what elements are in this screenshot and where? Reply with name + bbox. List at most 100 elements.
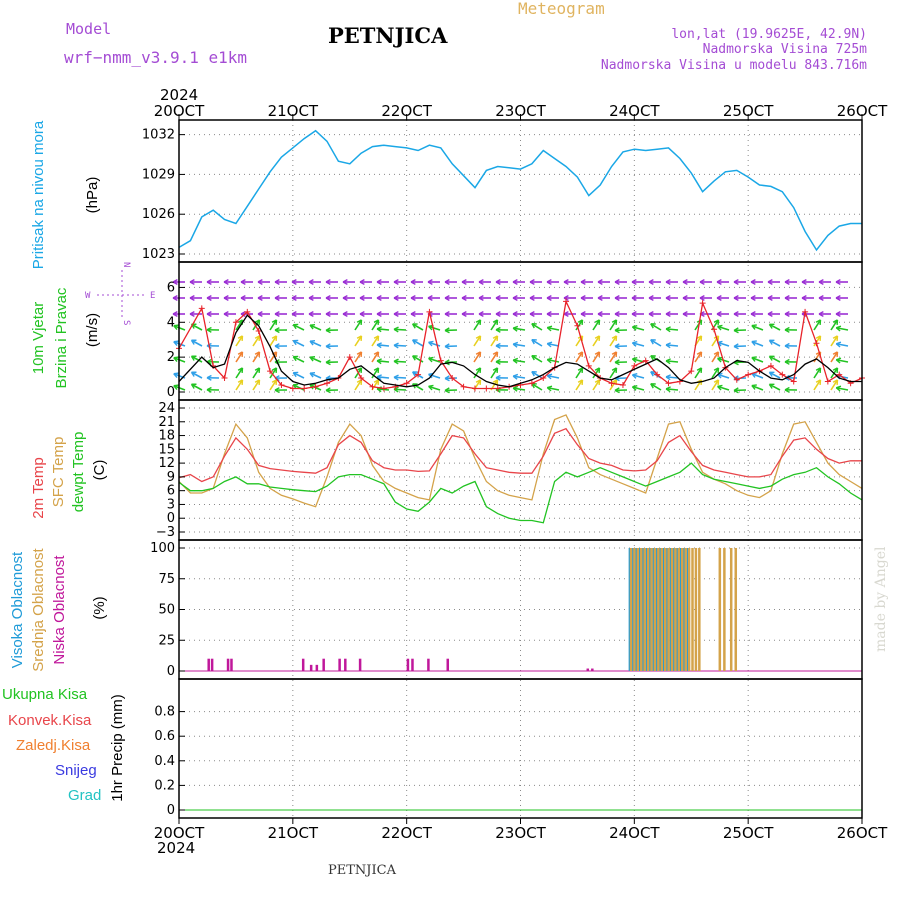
- wind-arrow-head: [546, 357, 553, 364]
- mid-cloud-bar: [663, 548, 667, 671]
- wind-gust-marker: [437, 357, 444, 364]
- wind-arrow: [531, 338, 543, 347]
- temp-ylabel-1: 2m Temp: [30, 457, 47, 518]
- wind-arrow: [269, 319, 278, 331]
- wind-arrow-head: [373, 379, 380, 385]
- wind-arrow-head: [631, 278, 637, 286]
- wind-arrow-head: [495, 294, 501, 302]
- wind-arrow-head: [750, 310, 756, 318]
- wind-arrow-head: [376, 278, 382, 286]
- wind-arrow: [751, 324, 764, 331]
- cloud-ylabel-1: Visoka Oblacnost: [9, 551, 26, 668]
- wind-arrow-head: [274, 278, 280, 286]
- wind-arrow-head: [815, 319, 822, 325]
- wind-arrow-head: [614, 278, 620, 286]
- wind-arrow: [371, 351, 380, 363]
- wind-arrow: [547, 386, 560, 391]
- wind-gust-marker: [802, 308, 809, 315]
- wind-arrow: [235, 319, 244, 331]
- wind-arrow-head: [475, 351, 482, 357]
- wind-arrow: [751, 340, 764, 347]
- wind-arrow-head: [648, 278, 654, 286]
- wind-arrow: [393, 328, 407, 331]
- wind-gust-marker: [665, 380, 672, 387]
- wind-arrow-head: [393, 326, 399, 333]
- x-tick-label-top: 20OCT: [154, 102, 205, 120]
- mid-cloud-bar: [646, 548, 650, 671]
- credit-label: made by Angel: [873, 546, 889, 652]
- wind-arrow-head: [611, 319, 618, 325]
- wind-arrow-head: [478, 310, 484, 318]
- wind-arrow: [665, 360, 679, 363]
- wind-arrow-head: [173, 384, 179, 390]
- wind-arrow-head: [172, 310, 178, 318]
- wind-arrow: [371, 335, 380, 347]
- wind-arrow: [711, 335, 720, 347]
- mid-cloud-bar: [734, 548, 738, 671]
- x-tick-label-top: 24OCT: [609, 102, 660, 120]
- wind-arrow-head: [292, 323, 299, 330]
- wind-arrow-head: [475, 367, 482, 373]
- wind-arrow-head: [444, 375, 450, 382]
- wind-arrow-head: [835, 357, 842, 364]
- mid-cloud-bar: [640, 548, 643, 671]
- wind-gust-marker: [346, 354, 353, 361]
- x-tick-label-top: 26OCT: [837, 102, 888, 120]
- wind-arrow-head: [784, 294, 790, 302]
- wind-arrow: [609, 379, 618, 391]
- y-tick-label: 0.4: [154, 754, 175, 769]
- wind-arrow-head: [665, 358, 671, 365]
- wind-gust-marker: [585, 362, 592, 369]
- wind-arrow-head: [308, 310, 314, 318]
- wind-arrow-head: [223, 278, 229, 286]
- wind-arrow-head: [206, 326, 212, 333]
- wind-arrow-head: [412, 323, 418, 329]
- wind-arrow-head: [237, 379, 244, 385]
- wind-arrow: [269, 379, 278, 391]
- wind-arrow: [531, 370, 543, 379]
- wind-arrow-head: [376, 374, 382, 381]
- elevation-label: Nadmorska Visina 725m: [703, 42, 868, 57]
- wind-arrow-head: [412, 339, 418, 345]
- wind-arrow: [473, 367, 482, 379]
- low-cloud-bar: [210, 658, 214, 671]
- wind-arrow: [836, 386, 849, 391]
- wind-arrow: [575, 379, 584, 391]
- wind-arrow-head: [461, 294, 467, 302]
- y-tick-label: 21: [158, 415, 175, 430]
- wind-arrow-head: [254, 351, 261, 357]
- wind-arrow: [694, 367, 703, 379]
- wind-arrow-head: [611, 351, 618, 357]
- wind-arrow: [769, 383, 781, 391]
- wind-arrow-head: [206, 294, 212, 302]
- low-cloud-bar: [446, 658, 450, 671]
- wind-arrow: [371, 379, 380, 391]
- wind-arrow-head: [563, 310, 569, 318]
- wind-arrow-head: [254, 319, 261, 325]
- wind-arrow: [513, 343, 526, 347]
- wind-arrow-head: [815, 335, 822, 341]
- wind-arrow-head: [713, 367, 720, 373]
- wind-arrow-head: [308, 294, 314, 302]
- year-bottom: 2024: [157, 839, 195, 857]
- wind-arrow-head: [665, 278, 671, 286]
- low-cloud-bar: [427, 658, 430, 671]
- wind-arrow-head: [254, 335, 261, 341]
- wind-arrow-head: [631, 325, 638, 331]
- y-tick-label: 0: [167, 385, 175, 400]
- wind-arrow: [235, 367, 244, 379]
- wind-arrow-head: [750, 278, 756, 286]
- wind-arrow: [428, 357, 441, 363]
- wind-arrow-head: [495, 310, 501, 318]
- wind-arrow: [650, 383, 662, 391]
- wind-arrow-head: [428, 356, 434, 363]
- wind-arrow-head: [237, 367, 244, 373]
- y-tick-label: 4: [167, 315, 175, 330]
- wind-arrow: [632, 358, 645, 363]
- wind-compass: W E N S: [85, 262, 155, 325]
- wind-arrow-head: [768, 323, 775, 329]
- wind-arrow-head: [274, 343, 280, 350]
- wind-arrow-head: [393, 386, 399, 393]
- wind-arrow-head: [492, 351, 499, 357]
- wind-arrow: [371, 367, 380, 379]
